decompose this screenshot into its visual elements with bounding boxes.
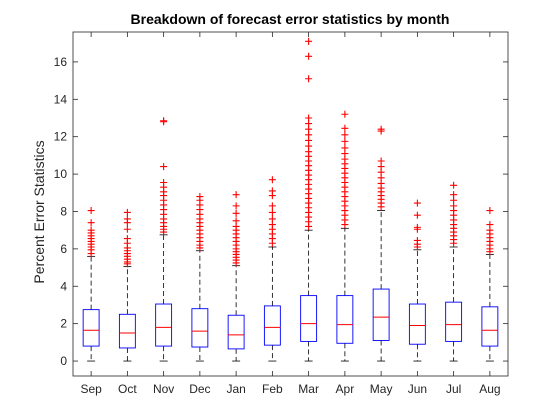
outlier-marker: [87, 207, 95, 215]
iqr-box: [445, 301, 463, 342]
outlier-marker: [268, 187, 276, 195]
box-aug: [481, 207, 499, 362]
outlier-marker: [123, 215, 131, 223]
box-oct: [118, 208, 136, 362]
outlier-marker: [268, 208, 276, 216]
iqr-box: [336, 295, 354, 344]
outlier-marker: [305, 52, 313, 60]
outlier-marker: [232, 217, 240, 225]
outlier-marker: [450, 181, 458, 189]
iqr-box: [191, 308, 209, 348]
plot-area: [73, 32, 508, 376]
outlier-marker: [232, 209, 240, 217]
outlier-marker: [377, 125, 385, 133]
x-tick-label: Jun: [408, 382, 427, 396]
box-apr: [336, 110, 354, 362]
outlier-marker: [87, 226, 95, 234]
outlier-marker: [232, 202, 240, 210]
outlier-marker: [413, 199, 421, 207]
box-sep: [82, 207, 100, 362]
y-tick-label: 2: [60, 317, 67, 331]
outlier-marker: [341, 124, 349, 132]
outlier-marker: [305, 75, 313, 83]
chart-title: Breakdown of forecast error statistics b…: [131, 11, 450, 27]
outlier-marker: [123, 235, 131, 243]
x-tick-label: May: [370, 382, 393, 396]
outlier-marker: [196, 193, 204, 201]
iqr-box: [227, 314, 245, 350]
outlier-marker: [123, 225, 131, 233]
outlier-marker: [268, 215, 276, 223]
x-tick-label: Feb: [262, 382, 283, 396]
x-tick-label: Dec: [189, 382, 210, 396]
y-tick-label: 4: [60, 279, 67, 293]
x-tick-label: Aug: [479, 382, 500, 396]
y-tick-label: 16: [54, 55, 68, 69]
outlier-marker: [413, 211, 421, 219]
outlier-marker: [305, 37, 313, 45]
y-tick-label: 14: [54, 92, 68, 106]
x-tick-label: Oct: [118, 382, 137, 396]
y-tick-label: 0: [60, 354, 67, 368]
iqr-box: [263, 305, 281, 346]
iqr-box: [82, 309, 100, 347]
outlier-marker: [160, 179, 168, 186]
x-tick-label: Jul: [446, 382, 461, 396]
outlier-marker: [341, 131, 349, 139]
outlier-marker: [160, 163, 168, 171]
box-nov: [155, 117, 173, 362]
box-dec: [191, 193, 209, 362]
box-mar: [300, 37, 318, 362]
x-tick-label: Nov: [153, 382, 174, 396]
iqr-box: [372, 288, 390, 341]
iqr-box: [155, 303, 173, 347]
y-tick-label: 12: [54, 130, 68, 144]
outlier-marker: [268, 176, 276, 184]
x-tick-label: Mar: [298, 382, 319, 396]
axes-frame: [72, 31, 509, 377]
outlier-marker: [87, 219, 95, 227]
x-tick-label: Apr: [336, 382, 355, 396]
box-jan: [227, 191, 245, 362]
outlier-marker: [413, 223, 421, 231]
y-axis-label: Percent Error Statistics: [31, 140, 47, 283]
iqr-box: [300, 295, 318, 342]
y-tick-label: 8: [60, 204, 67, 218]
outlier-marker: [123, 208, 131, 216]
box-jul: [445, 181, 463, 362]
y-tick-label: 6: [60, 242, 67, 256]
outlier-marker: [160, 117, 168, 125]
outlier-marker: [268, 202, 276, 210]
box-feb: [263, 176, 281, 362]
outlier-marker: [413, 236, 421, 244]
outlier-marker: [305, 114, 313, 122]
box-may: [372, 125, 390, 362]
outlier-marker: [232, 191, 240, 199]
outlier-marker: [377, 157, 385, 165]
iqr-box: [118, 313, 136, 349]
outlier-marker: [341, 144, 349, 152]
outlier-marker: [486, 207, 494, 215]
outlier-marker: [341, 110, 349, 118]
y-tick-label: 10: [54, 167, 68, 181]
boxes-layer: [82, 37, 499, 362]
outlier-marker: [450, 191, 458, 199]
iqr-box: [481, 306, 499, 347]
x-tick-label: Jan: [226, 382, 245, 396]
axes-layer: 0 2 4 6 8 10 12 14 16 Sep Oct Nov Dec Jan Feb Mar Apr May…: [54, 31, 509, 396]
box-jun: [408, 199, 426, 362]
iqr-box: [408, 303, 426, 345]
outlier-marker: [486, 221, 494, 229]
outlier-marker: [341, 137, 349, 145]
x-tick-label: Sep: [80, 382, 102, 396]
